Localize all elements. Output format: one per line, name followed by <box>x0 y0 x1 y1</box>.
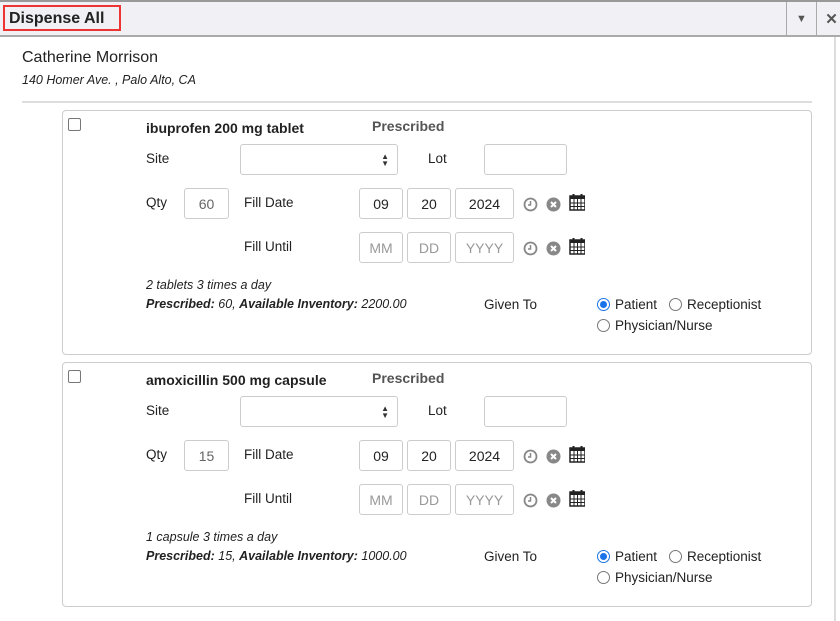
clock-icon[interactable] <box>522 196 538 212</box>
fill-date-month[interactable]: 09 <box>359 440 403 471</box>
prescribed-value: 15, <box>214 549 236 563</box>
prescribed-label: Prescribed: <box>146 297 215 311</box>
radio-button[interactable] <box>597 298 610 311</box>
fill-until-month[interactable]: MM <box>359 484 403 515</box>
calendar-icon[interactable] <box>569 490 585 507</box>
clock-icon[interactable] <box>522 448 538 464</box>
dialog-header: Dispense All ▼ ✕ <box>0 0 840 37</box>
prescribed-heading: Prescribed <box>372 370 445 386</box>
clear-icon[interactable] <box>545 240 561 256</box>
prescribed-heading: Prescribed <box>372 118 445 134</box>
inventory-value: 2200.00 <box>357 297 407 311</box>
fill-until-label: Fill Until <box>244 491 293 506</box>
lot-textarea[interactable] <box>484 396 567 427</box>
fill-date-day[interactable]: 20 <box>407 188 451 219</box>
patient-address: 140 Homer Ave. , Palo Alto, CA <box>22 73 196 87</box>
medication-checkbox[interactable] <box>68 118 81 131</box>
sig-text: 2 tablets 3 times a day <box>146 278 272 292</box>
radio-label: Physician/Nurse <box>615 318 713 333</box>
close-icon[interactable]: ✕ <box>816 2 840 35</box>
sig-text: 1 capsule 3 times a day <box>146 530 278 544</box>
radio-patient[interactable]: Patient <box>597 549 657 564</box>
lot-textarea[interactable] <box>484 144 567 175</box>
inventory-label: Available Inventory: <box>239 297 358 311</box>
qty-label: Qty <box>146 195 168 210</box>
given-to-label: Given To <box>484 297 538 312</box>
radio-receptionist[interactable]: Receptionist <box>669 297 761 312</box>
site-select[interactable]: ▲ ▼ <box>240 396 398 427</box>
fill-until-label: Fill Until <box>244 239 293 254</box>
fill-date-year[interactable]: 2024 <box>455 188 514 219</box>
prescribed-value: 60, <box>214 297 236 311</box>
given-to-label: Given To <box>484 549 538 564</box>
radio-label: Patient <box>615 297 658 312</box>
divider <box>22 101 812 103</box>
radio-button[interactable] <box>669 550 682 563</box>
fill-date-month[interactable]: 09 <box>359 188 403 219</box>
caret-down-icon[interactable]: ▼ <box>786 2 816 35</box>
radio-label: Receptionist <box>687 549 762 564</box>
qty-input[interactable]: 15 <box>184 440 229 471</box>
sort-icon: ▲ ▼ <box>381 151 389 168</box>
fill-until-day[interactable]: DD <box>407 484 451 515</box>
fill-date-year[interactable]: 2024 <box>455 440 514 471</box>
radio-receptionist[interactable]: Receptionist <box>669 549 761 564</box>
radio-button[interactable] <box>597 571 610 584</box>
calendar-icon[interactable] <box>569 194 585 211</box>
fill-date-day[interactable]: 20 <box>407 440 451 471</box>
radio-label: Patient <box>615 549 658 564</box>
clear-icon[interactable] <box>545 448 561 464</box>
radio-label: Receptionist <box>687 297 762 312</box>
prescribed-label: Prescribed: <box>146 549 215 563</box>
qty-label: Qty <box>146 447 168 462</box>
clear-icon[interactable] <box>545 196 561 212</box>
inventory-line: Prescribed: 15, Available Inventory: 100… <box>146 549 407 563</box>
medication-card: amoxicillin 500 mg capsule Prescribed Si… <box>62 362 812 607</box>
medication-card: ibuprofen 200 mg tablet Prescribed Site … <box>62 110 812 355</box>
site-label: Site <box>146 403 170 418</box>
radio-button[interactable] <box>597 550 610 563</box>
qty-input[interactable]: 60 <box>184 188 229 219</box>
medication-checkbox[interactable] <box>68 370 81 383</box>
fill-until-day[interactable]: DD <box>407 232 451 263</box>
lot-label: Lot <box>428 151 447 166</box>
fill-date-label: Fill Date <box>244 195 294 210</box>
calendar-icon[interactable] <box>569 238 585 255</box>
medication-name: amoxicillin 500 mg capsule <box>146 372 327 388</box>
calendar-icon[interactable] <box>569 446 585 463</box>
lot-label: Lot <box>428 403 447 418</box>
patient-name: Catherine Morrison <box>22 49 159 66</box>
site-label: Site <box>146 151 170 166</box>
sort-icon: ▲ ▼ <box>381 403 389 420</box>
radio-physician-nurse[interactable]: Physician/Nurse <box>597 318 713 333</box>
fill-until-month[interactable]: MM <box>359 232 403 263</box>
fill-until-year[interactable]: YYYY <box>455 484 514 515</box>
radio-button[interactable] <box>669 298 682 311</box>
fill-until-year[interactable]: YYYY <box>455 232 514 263</box>
radio-label: Physician/Nurse <box>615 570 713 585</box>
inventory-value: 1000.00 <box>357 549 407 563</box>
site-select[interactable]: ▲ ▼ <box>240 144 398 175</box>
inventory-label: Available Inventory: <box>239 549 358 563</box>
fill-date-label: Fill Date <box>244 447 294 462</box>
medication-name: ibuprofen 200 mg tablet <box>146 120 304 136</box>
clock-icon[interactable] <box>522 492 538 508</box>
clear-icon[interactable] <box>545 492 561 508</box>
radio-button[interactable] <box>597 319 610 332</box>
radio-physician-nurse[interactable]: Physician/Nurse <box>597 570 713 585</box>
radio-patient[interactable]: Patient <box>597 297 657 312</box>
dialog-title: Dispense All <box>3 5 121 31</box>
clock-icon[interactable] <box>522 240 538 256</box>
scrollbar[interactable] <box>834 37 836 621</box>
inventory-line: Prescribed: 60, Available Inventory: 220… <box>146 297 407 311</box>
